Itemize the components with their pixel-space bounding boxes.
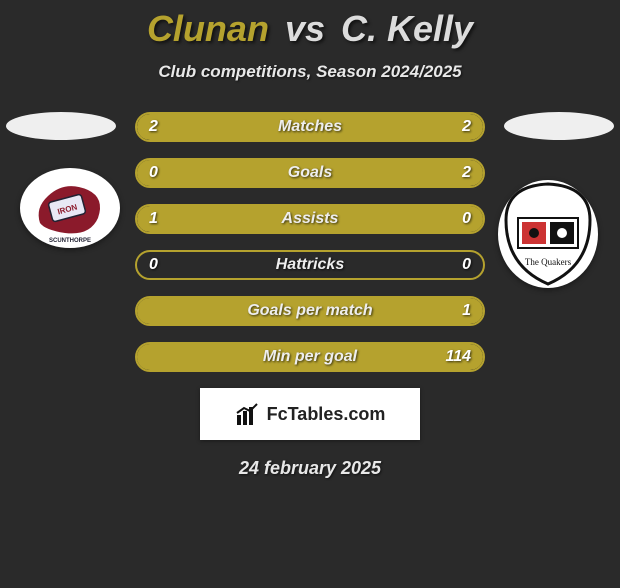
date-text: 24 february 2025 xyxy=(0,458,620,479)
stat-label: Hattricks xyxy=(137,252,483,278)
crest-motto: The Quakers xyxy=(525,257,572,267)
player2-marker xyxy=(504,112,614,140)
brand-text: FcTables.com xyxy=(267,404,386,425)
brand-badge[interactable]: FcTables.com xyxy=(200,388,420,440)
player1-club-crest: IRON SCUNTHORPE xyxy=(20,168,120,248)
stat-label: Matches xyxy=(137,114,483,140)
stats-list: 2Matches20Goals21Assists00Hattricks0Goal… xyxy=(135,112,485,372)
stat-value-right: 1 xyxy=(462,298,471,324)
stat-row: Min per goal114 xyxy=(135,342,485,372)
stat-label: Assists xyxy=(137,206,483,232)
player2-club-crest: The Quakers xyxy=(498,180,598,288)
scunthorpe-united-crest-icon: IRON SCUNTHORPE xyxy=(20,168,120,248)
fctables-logo-icon xyxy=(235,401,261,427)
stat-row: 0Goals2 xyxy=(135,158,485,188)
stat-label: Goals xyxy=(137,160,483,186)
player2-name: C. Kelly xyxy=(341,8,473,49)
stat-value-right: 0 xyxy=(462,206,471,232)
stat-label: Goals per match xyxy=(137,298,483,324)
svg-text:SCUNTHORPE: SCUNTHORPE xyxy=(49,238,91,244)
stat-row: 1Assists0 xyxy=(135,204,485,234)
vs-text: vs xyxy=(285,8,325,49)
stat-value-right: 0 xyxy=(462,252,471,278)
darlington-quakers-crest-icon: The Quakers xyxy=(498,180,598,288)
player1-marker xyxy=(6,112,116,140)
stat-value-right: 2 xyxy=(462,160,471,186)
stat-row: Goals per match1 xyxy=(135,296,485,326)
comparison-subtitle: Club competitions, Season 2024/2025 xyxy=(0,62,620,82)
stat-value-right: 2 xyxy=(462,114,471,140)
comparison-title: Clunan vs C. Kelly xyxy=(0,8,620,50)
player1-name: Clunan xyxy=(147,8,269,49)
stat-row: 2Matches2 xyxy=(135,112,485,142)
main-area: IRON SCUNTHORPE The Quakers 2Matches20Go… xyxy=(0,112,620,372)
stat-label: Min per goal xyxy=(137,344,483,370)
stat-value-right: 114 xyxy=(445,344,471,370)
stat-row: 0Hattricks0 xyxy=(135,250,485,280)
